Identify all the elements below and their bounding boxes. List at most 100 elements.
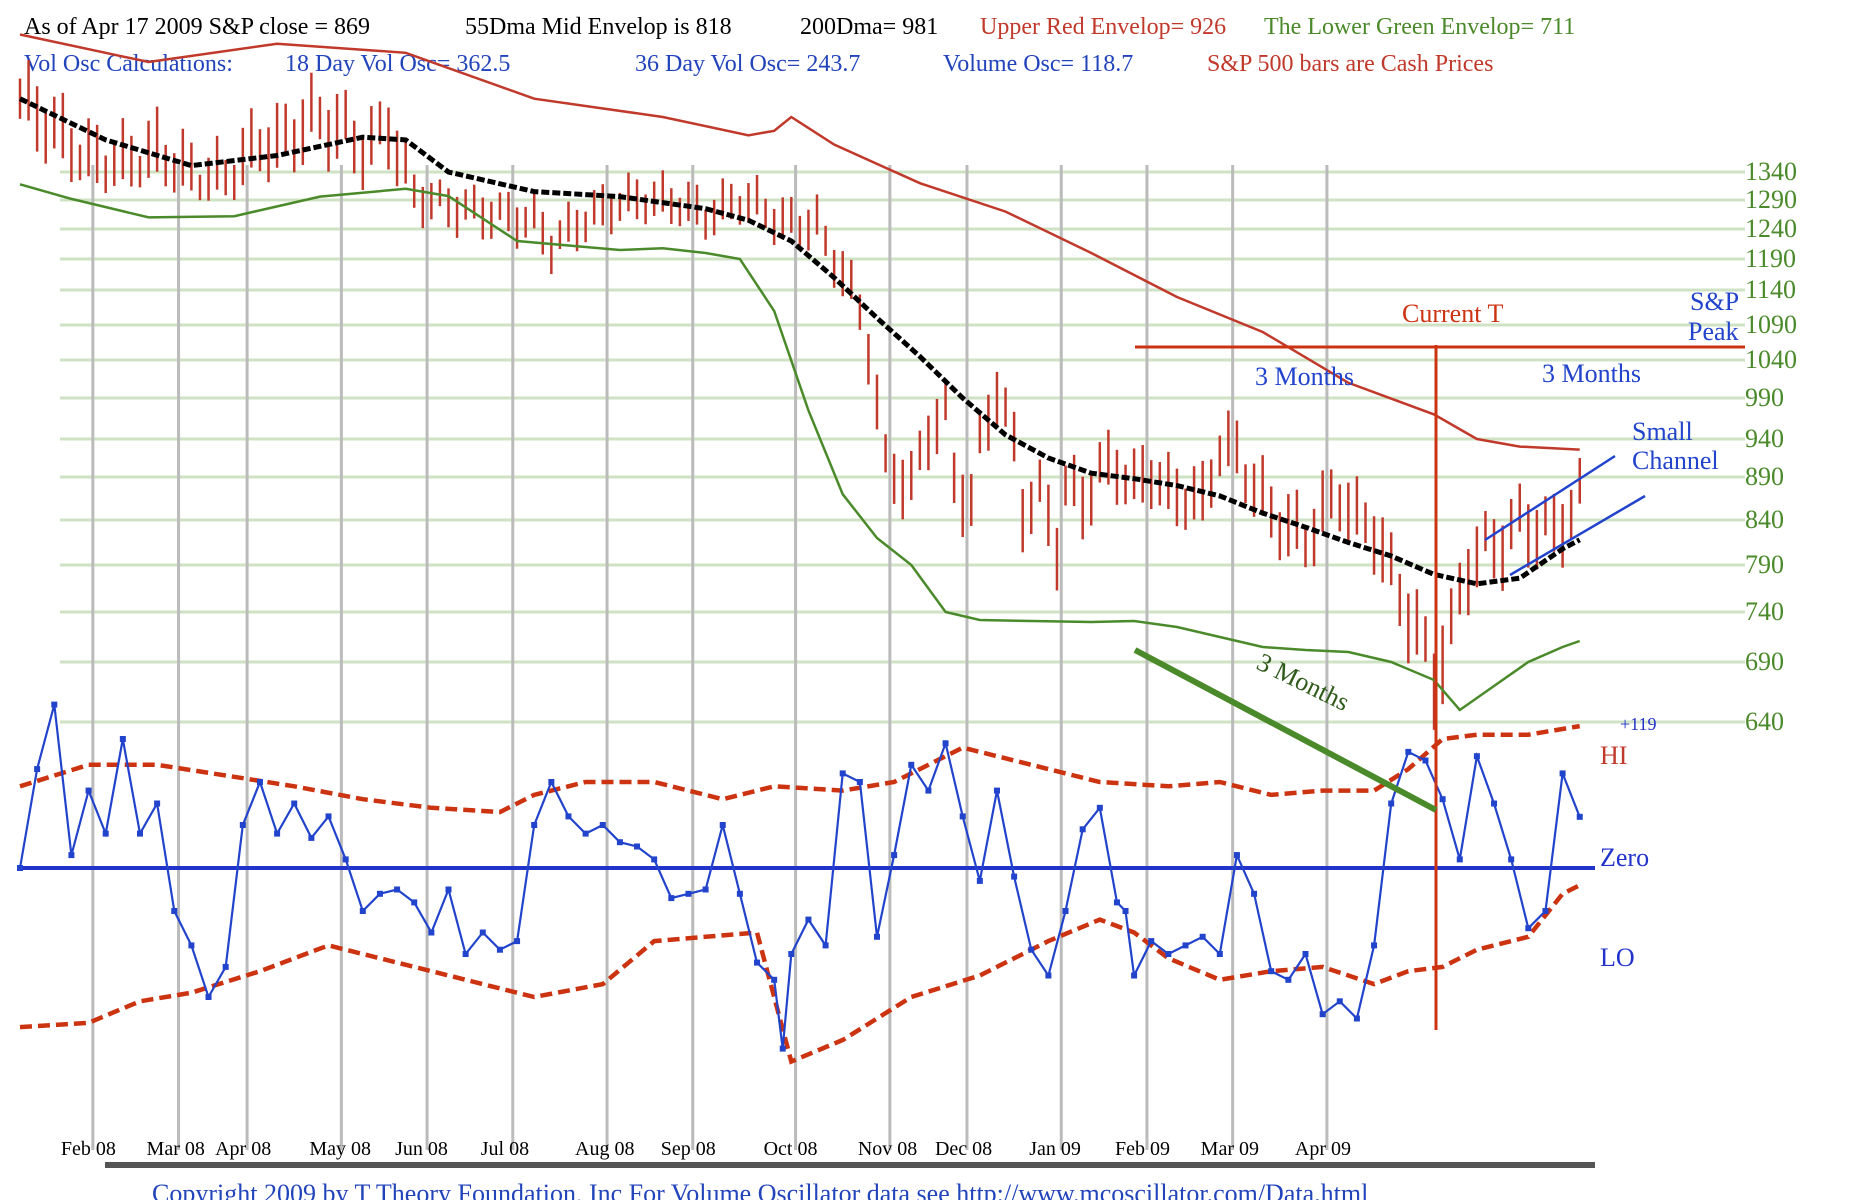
osc-point	[1045, 972, 1052, 979]
osc-point	[616, 839, 623, 846]
header-200dma: 200Dma= 981	[800, 14, 938, 40]
price-tick-1340: 1340	[1745, 157, 1797, 186]
price-tick-840: 840	[1745, 505, 1784, 534]
osc-point	[1233, 852, 1240, 859]
osc-point	[308, 834, 315, 841]
osc-point	[805, 916, 812, 923]
osc-point	[1285, 976, 1292, 983]
header-mid-envelope: 55Dma Mid Envelop is 818	[465, 14, 732, 40]
series-the-lower-green-envelop	[19, 183, 1581, 712]
osc-point	[822, 942, 829, 949]
month-tick-Apr-09: Apr 09	[1295, 1138, 1351, 1160]
header-lower-envelope: The Lower Green Envelop= 711	[1264, 14, 1575, 40]
osc-point	[394, 886, 401, 893]
osc-point	[205, 994, 212, 1000]
osc-point	[428, 929, 435, 936]
price-tick-1040: 1040	[1745, 345, 1797, 374]
header-upper-envelope: Upper Red Envelop= 926	[980, 14, 1226, 40]
osc-point	[1405, 748, 1412, 755]
osc-point	[514, 938, 521, 945]
copyright-footer: Copyright 2009 by T Theory Foundation, I…	[152, 1179, 1368, 1200]
osc-point	[1491, 800, 1498, 807]
osc-point	[376, 890, 383, 897]
osc-current-label: +119	[1620, 714, 1656, 734]
month-tick-Dec-08: Dec 08	[935, 1138, 992, 1160]
header-36day-osc: 36 Day Vol Osc= 243.7	[635, 51, 860, 77]
price-tick-1140: 1140	[1745, 275, 1796, 304]
osc-point	[479, 929, 486, 936]
osc-hi-label: HI	[1600, 741, 1627, 770]
osc-point	[891, 852, 898, 859]
osc-point	[1473, 753, 1480, 760]
osc-point	[1559, 770, 1566, 777]
osc-point	[1199, 933, 1206, 940]
osc-point	[136, 830, 143, 837]
osc-point	[788, 951, 795, 957]
osc-point	[702, 886, 709, 893]
osc-point	[222, 963, 229, 970]
osc-point	[1525, 925, 1532, 932]
osc-point	[256, 779, 263, 785]
osc-point	[754, 959, 761, 966]
osc-point	[908, 761, 915, 768]
osc-point	[736, 890, 743, 897]
osc-point	[599, 822, 606, 828]
osc-point	[411, 899, 418, 906]
channel-lower-line	[1509, 494, 1646, 577]
osc-point	[17, 865, 23, 871]
osc-point	[342, 856, 349, 863]
downtrend-line	[1133, 647, 1438, 813]
osc-point	[102, 830, 109, 837]
osc-point	[154, 800, 161, 807]
month-tick-May-08: May 08	[309, 1138, 371, 1160]
price-gridlines	[60, 170, 1745, 724]
month-tick-Sep-08: Sep 08	[661, 1138, 716, 1160]
header-volume-osc: Volume Osc= 118.7	[943, 51, 1133, 77]
osc-point	[359, 908, 366, 914]
osc-point	[1456, 856, 1463, 863]
peak-label: Peak	[1688, 317, 1739, 346]
month-tick-Mar-09: Mar 09	[1201, 1138, 1259, 1160]
envelope-lines	[18, 33, 1581, 712]
osc-point	[1182, 942, 1189, 949]
osc-point	[856, 779, 863, 785]
small-label: Small	[1632, 417, 1693, 446]
time-axis: Feb 08 Mar 08 Apr 08 May 08 Jun 08 Jul 08 Aug …	[61, 1138, 1351, 1160]
osc-point	[1079, 826, 1086, 833]
osc-point	[1439, 796, 1446, 803]
osc-point	[1062, 908, 1069, 914]
osc-point	[925, 787, 932, 794]
osc-point	[771, 976, 778, 983]
three-months-label-1: 3 Months	[1255, 362, 1354, 391]
osc-point	[634, 843, 641, 850]
price-tick-790: 790	[1745, 550, 1784, 579]
osc-point	[1268, 968, 1275, 975]
osc-point	[1165, 951, 1172, 957]
osc-point	[959, 813, 966, 820]
price-tick-640: 640	[1745, 707, 1784, 736]
osc-point	[1576, 813, 1583, 820]
osc-zero-label: Zero	[1600, 843, 1649, 872]
month-lines	[91, 165, 1329, 1150]
osc-point	[1353, 1015, 1360, 1022]
osc-point	[1113, 899, 1120, 906]
osc-point	[51, 701, 58, 708]
osc-point	[274, 830, 281, 837]
osc-band-hi	[19, 723, 1581, 815]
osc-point	[68, 852, 75, 859]
price-tick-1090: 1090	[1745, 310, 1797, 339]
price-tick-740: 740	[1745, 597, 1784, 626]
month-tick-Aug-08: Aug 08	[575, 1138, 634, 1160]
oscillator	[17, 701, 1595, 1065]
month-tick-Jun-08: Jun 08	[395, 1138, 448, 1160]
price-tick-1190: 1190	[1745, 244, 1796, 273]
osc-point	[651, 856, 658, 863]
series-55dma-mid-envelop	[18, 96, 1581, 587]
osc-point	[993, 787, 1000, 794]
osc-point	[34, 766, 41, 773]
osc-point	[171, 908, 178, 914]
osc-point	[496, 946, 503, 953]
month-tick-Mar-08: Mar 08	[147, 1138, 205, 1160]
osc-point	[685, 890, 692, 897]
